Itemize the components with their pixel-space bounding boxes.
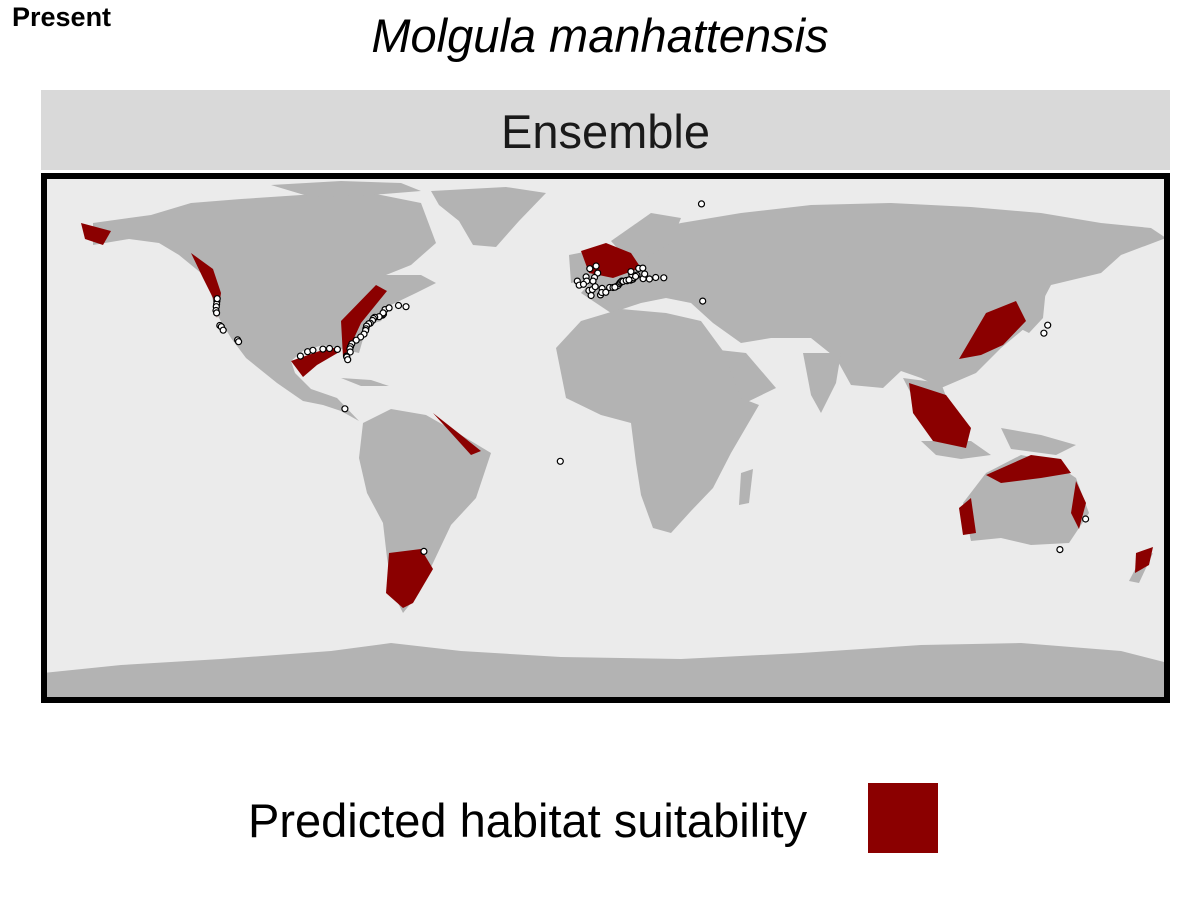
suitable-area-north-australia: [986, 455, 1071, 483]
occurrence-point: [344, 356, 352, 364]
occurrence-point: [579, 280, 588, 288]
occurrence-point: [319, 345, 327, 353]
caribbean-islands: [341, 378, 389, 386]
occurrence-point: [611, 283, 619, 291]
north-america-landmass: [93, 193, 436, 421]
occurrence-point: [1081, 515, 1090, 523]
occurrence-point: [652, 273, 660, 282]
land-layer: [43, 181, 1168, 701]
suitable-area-east-asia: [959, 301, 1026, 359]
indian-subcontinent: [803, 353, 841, 413]
legend-color-key: [868, 783, 938, 853]
occurrence-point: [213, 309, 221, 317]
occurrence-point: [639, 264, 647, 272]
maritime-southeast-asia: [921, 428, 1076, 459]
occurrence-point: [402, 303, 410, 311]
occurrence-point: [1040, 329, 1048, 337]
occurrence-point: [309, 346, 317, 354]
period-label: Present: [12, 2, 112, 32]
arctic-islands: [271, 181, 421, 197]
eurasia-landmass: [581, 203, 1166, 388]
suitable-area-alaska: [81, 223, 111, 245]
suitable-area-us-east: [341, 285, 387, 357]
occurrence-point: [341, 405, 349, 413]
occurrence-point: [1044, 321, 1052, 329]
occurrence-point: [333, 345, 341, 353]
occurrence-point: [627, 267, 635, 276]
occurrence-point: [699, 297, 707, 305]
greenland-landmass: [431, 187, 546, 247]
occurrence-point: [589, 277, 597, 285]
suitable-area-patagonia: [386, 549, 433, 608]
occurrence-point: [631, 272, 640, 281]
scandinavia: [611, 213, 681, 258]
occurrence-point: [592, 262, 600, 270]
occurrence-point: [394, 301, 403, 310]
occurrence-point: [385, 304, 393, 312]
map-frame: [41, 173, 1170, 703]
occurrence-point: [602, 288, 610, 296]
occurrence-point: [697, 200, 706, 208]
suitable-area-new-zealand: [1135, 547, 1153, 573]
occurrence-point: [587, 291, 595, 300]
species-title: Molgula manhattensis: [371, 9, 829, 62]
japan-islands: [1019, 288, 1046, 333]
suitable-area-southeast-asia: [909, 383, 971, 448]
occurrence-point: [296, 352, 304, 360]
facet-strip: Ensemble: [41, 90, 1170, 170]
occurrence-point: [586, 265, 594, 273]
occurrence-point: [1056, 546, 1064, 554]
suitable-area-gulf-mexico: [291, 347, 341, 377]
occurrence-point: [645, 275, 654, 283]
suitable-area-southwest-australia: [959, 498, 976, 535]
occurrence-point: [213, 295, 221, 303]
occurrence-point: [325, 344, 334, 353]
occurrence-point: [625, 276, 633, 284]
legend-label: Predicted habitat suitability: [248, 794, 808, 847]
africa-landmass: [556, 309, 759, 533]
occurrence-point: [235, 338, 243, 346]
occurrence-point: [219, 326, 227, 334]
world-map: [41, 173, 1170, 703]
suitable-area-south-america-east: [433, 413, 481, 455]
occurrence-point: [556, 457, 564, 465]
occurrence-point: [420, 547, 428, 555]
occurrence-point: [660, 274, 668, 282]
occurrence-points: [212, 200, 1090, 555]
madagascar: [739, 469, 753, 505]
occurrence-point: [641, 270, 649, 278]
antarctica-landmass: [43, 643, 1168, 701]
suitable-area-east-australia: [1071, 481, 1086, 529]
